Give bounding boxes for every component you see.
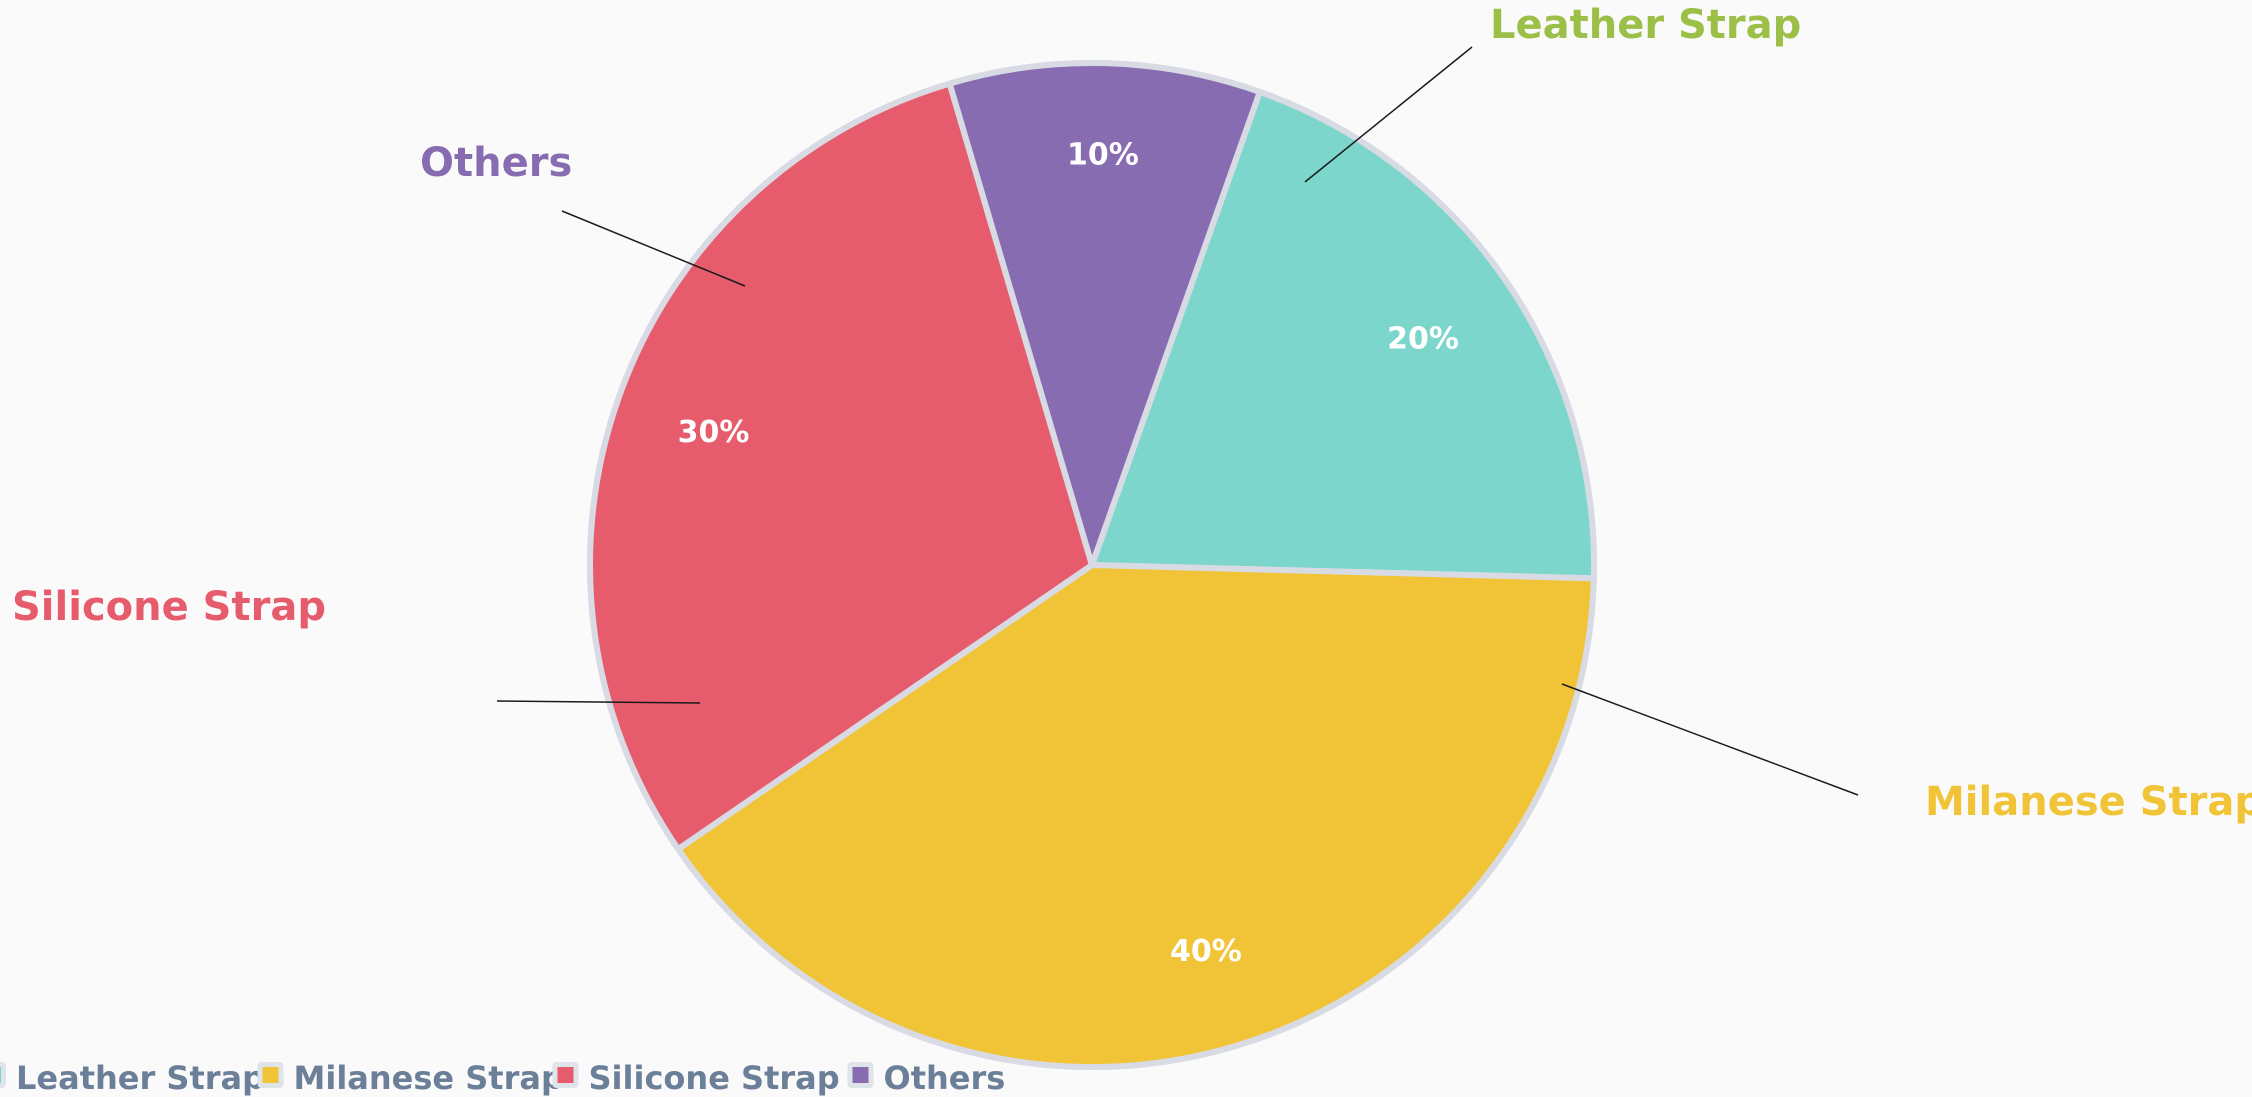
pct-label-others: 10% [1067,138,1139,173]
pct-label-silicone-strap: 30% [678,415,750,450]
legend-swatch [852,1067,869,1083]
category-label-milanese-strap: Milanese Strap [1925,779,2252,825]
legend-item-silicone-strap[interactable]: Silicone Strap [552,1059,840,1097]
legend[interactable]: Leather Strap Milanese Strap Silicone Stra… [0,1059,1005,1097]
legend-swatch [557,1067,574,1083]
leader-line-others [561,210,746,287]
pie-slice-others[interactable] [946,60,1263,568]
legend-item-leather-strap[interactable]: Leather Strap [0,1059,265,1097]
pct-label-milanese-strap: 40% [1170,934,1242,969]
category-label-leather-strap: Leather Strap [1490,2,1801,48]
category-label-others: Others [420,140,572,186]
leader-line-milanese-strap [1561,683,1859,796]
legend-item-milanese-strap[interactable]: Milanese Strap [257,1059,564,1097]
legend-item-others[interactable]: Others [847,1059,1006,1097]
pie-slices [587,60,1597,1070]
legend-swatch [262,1067,279,1083]
pie-slice-silicone-strap[interactable] [587,80,1095,853]
percent-labels: 20% 40% 30% 10% [678,138,1459,970]
legend-label: Leather Strap [16,1059,265,1097]
leader-line-silicone-strap [496,700,701,704]
legend-swatch-frame [0,1062,6,1088]
category-label-silicone-strap: Silicone Strap [12,584,326,630]
legend-swatch [0,1067,1,1083]
legend-label: Others [884,1059,1006,1097]
leader-line-leather-strap [1304,46,1473,183]
legend-label: Milanese Strap [294,1059,564,1097]
leader-lines [496,46,1859,796]
pct-label-leather-strap: 20% [1387,322,1459,357]
category-labels: Leather Strap Milanese Strap Silicone Stra… [12,2,2252,825]
pie-slice-milanese-strap[interactable] [675,562,1597,1070]
legend-label: Silicone Strap [589,1059,840,1097]
